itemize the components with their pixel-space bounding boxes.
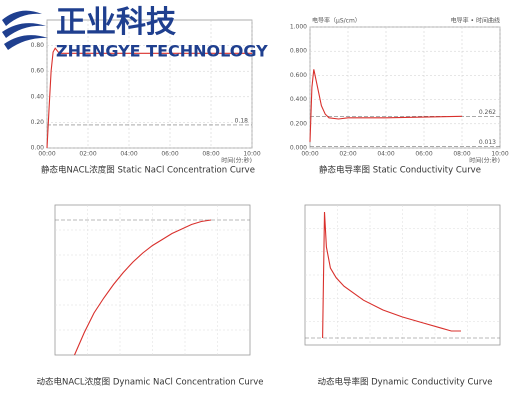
y-tick-label: 0.400 xyxy=(290,96,307,103)
y-tick-label: 0.20 xyxy=(31,119,45,126)
y-tick-label: 0.800 xyxy=(290,48,307,55)
x-tick-label: 08:00 xyxy=(453,151,470,158)
data-line xyxy=(322,211,461,339)
y-tick-label: 0.80 xyxy=(31,42,45,49)
x-tick-label: 02:00 xyxy=(79,151,96,158)
reference-label: 0.18 xyxy=(235,117,249,124)
charts: 0.00 0.20 0.40 0.60 0.80 00:00 02:00 04:00 06:00… xyxy=(31,17,509,388)
x-tick-label: 04:00 xyxy=(377,151,394,158)
y-tick-label: 0.00 xyxy=(31,145,45,152)
y-tick-label: 0.600 xyxy=(290,72,307,79)
y-tick-label: 1.000 xyxy=(290,24,307,31)
chart-title: 静态电导率图 Static Conductivity Curve xyxy=(319,165,481,176)
logo-icon xyxy=(2,10,42,26)
logo: 正业科技 ZHENGYE TECHNOLOGY xyxy=(2,5,268,61)
x-tick-label: 00:00 xyxy=(38,151,55,158)
chart-title: 动态电NACL浓度图 Dynamic NaCl Concentration Cu… xyxy=(36,377,263,388)
plot-frame xyxy=(309,26,501,149)
x-axis-label: 时间(分:秒) xyxy=(221,157,252,165)
y-tick-label: 0.60 xyxy=(31,68,45,75)
x-tick-label: 06:00 xyxy=(161,151,178,158)
data-line xyxy=(46,47,252,149)
logo-name: 正业科技 xyxy=(56,5,176,40)
x-tick-label: 04:00 xyxy=(120,151,137,158)
logo-icon xyxy=(2,23,46,38)
y-tick-label: 0.000 xyxy=(290,145,307,152)
logo-icon xyxy=(4,35,48,50)
y-tick-label: 0.200 xyxy=(290,120,307,127)
legend-label: 电导率 • 时间曲线 xyxy=(451,17,500,25)
logo-subtitle: ZHENGYE TECHNOLOGY xyxy=(56,42,268,61)
data-line xyxy=(309,69,463,142)
y-axis-label: 电导率（μS/cm） xyxy=(312,17,361,25)
chart-title: 静态电NACL浓度图 Static NaCl Concentration Cur… xyxy=(41,165,255,176)
plot-frame xyxy=(46,19,253,149)
data-line xyxy=(73,219,212,356)
x-axis-label: 时间(分:秒) xyxy=(469,157,500,165)
x-tick-label: 02:00 xyxy=(339,151,356,158)
chart-title: 动态电导率图 Dynamic Conductivity Curve xyxy=(317,377,492,388)
x-tick-label: 08:00 xyxy=(202,151,219,158)
x-tick-label: 10:00 xyxy=(243,151,260,158)
y-tick-label: 0.40 xyxy=(31,93,45,100)
x-tick-label: 10:00 xyxy=(491,151,508,158)
x-tick-label: 06:00 xyxy=(415,151,432,158)
reference-label: 0.013 xyxy=(479,139,496,146)
reference-label: 0.262 xyxy=(479,109,496,116)
x-tick-label: 00:00 xyxy=(301,151,318,158)
